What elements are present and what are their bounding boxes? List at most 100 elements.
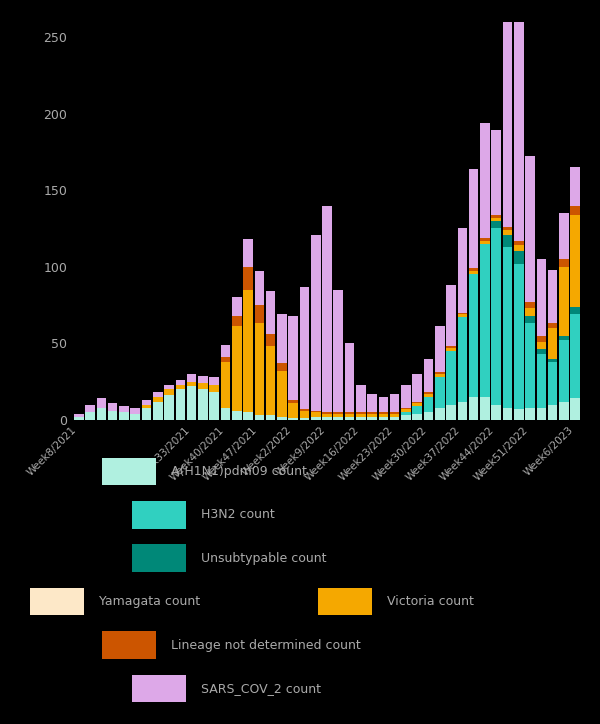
Bar bbox=[356, 412, 365, 414]
Bar bbox=[322, 206, 332, 412]
Bar bbox=[412, 414, 422, 420]
Bar bbox=[401, 408, 411, 409]
Bar bbox=[289, 316, 298, 400]
Bar bbox=[322, 414, 332, 417]
Bar bbox=[424, 397, 433, 412]
Bar bbox=[299, 409, 309, 411]
Bar bbox=[491, 405, 501, 420]
Bar bbox=[299, 287, 309, 409]
Bar bbox=[299, 411, 309, 418]
Bar bbox=[390, 414, 400, 417]
Bar bbox=[379, 412, 388, 414]
Bar bbox=[243, 266, 253, 290]
Bar bbox=[548, 324, 557, 328]
Bar bbox=[379, 397, 388, 412]
Text: Yamagata count: Yamagata count bbox=[99, 595, 200, 608]
Bar bbox=[243, 412, 253, 420]
Bar bbox=[187, 374, 196, 382]
Bar bbox=[401, 409, 411, 412]
Bar bbox=[209, 384, 219, 392]
Bar bbox=[559, 340, 569, 402]
Bar bbox=[526, 308, 535, 316]
Bar bbox=[299, 418, 309, 420]
Bar bbox=[469, 269, 478, 272]
Bar bbox=[198, 383, 208, 390]
Bar bbox=[85, 405, 95, 412]
Bar bbox=[367, 394, 377, 412]
Bar bbox=[187, 382, 196, 386]
Bar bbox=[514, 251, 524, 264]
Bar bbox=[322, 412, 332, 414]
Bar bbox=[379, 414, 388, 417]
Bar bbox=[130, 408, 140, 414]
Bar bbox=[424, 394, 433, 397]
Text: SARS_COV_2 count: SARS_COV_2 count bbox=[201, 682, 321, 695]
Bar bbox=[446, 348, 456, 351]
Bar bbox=[367, 412, 377, 414]
Text: Lineage not determined count: Lineage not determined count bbox=[171, 639, 361, 652]
Bar bbox=[480, 244, 490, 397]
Bar bbox=[164, 395, 174, 420]
Bar bbox=[209, 377, 219, 384]
Bar bbox=[334, 412, 343, 414]
Bar bbox=[536, 342, 546, 350]
Bar bbox=[503, 230, 512, 235]
Bar bbox=[446, 405, 456, 420]
Bar bbox=[435, 408, 445, 420]
Bar bbox=[412, 406, 422, 414]
Bar bbox=[379, 417, 388, 420]
Bar bbox=[424, 412, 433, 420]
Bar bbox=[322, 417, 332, 420]
Bar bbox=[390, 417, 400, 420]
Bar bbox=[435, 327, 445, 372]
Bar bbox=[503, 0, 512, 227]
Bar bbox=[198, 390, 208, 420]
Bar bbox=[119, 412, 128, 420]
Bar bbox=[514, 409, 524, 420]
Bar bbox=[130, 414, 140, 420]
Bar bbox=[446, 285, 456, 346]
Bar bbox=[503, 227, 512, 230]
Bar bbox=[548, 362, 557, 405]
Bar bbox=[221, 357, 230, 362]
Bar bbox=[277, 363, 287, 371]
Bar bbox=[254, 416, 264, 420]
Bar bbox=[254, 324, 264, 416]
Bar bbox=[142, 405, 151, 408]
Bar bbox=[412, 402, 422, 403]
Bar bbox=[266, 291, 275, 334]
Bar bbox=[367, 414, 377, 417]
Bar bbox=[526, 156, 535, 302]
Bar bbox=[97, 398, 106, 408]
Bar bbox=[514, 0, 524, 240]
Bar bbox=[526, 302, 535, 308]
Bar bbox=[232, 298, 242, 316]
Bar bbox=[514, 264, 524, 409]
Bar bbox=[503, 235, 512, 247]
Bar bbox=[119, 406, 128, 412]
Bar bbox=[480, 237, 490, 240]
Bar bbox=[458, 313, 467, 314]
Bar bbox=[458, 402, 467, 420]
Bar bbox=[503, 408, 512, 420]
Bar bbox=[164, 384, 174, 390]
Bar bbox=[187, 386, 196, 420]
Bar bbox=[153, 392, 163, 397]
Bar bbox=[571, 167, 580, 206]
Bar bbox=[334, 414, 343, 417]
Bar bbox=[108, 403, 118, 411]
Bar bbox=[458, 229, 467, 313]
Bar bbox=[559, 266, 569, 336]
Bar bbox=[176, 380, 185, 384]
Bar bbox=[345, 417, 355, 420]
Bar bbox=[446, 351, 456, 405]
Bar bbox=[243, 290, 253, 412]
Bar bbox=[356, 384, 365, 412]
Bar bbox=[176, 390, 185, 420]
Bar bbox=[164, 390, 174, 395]
Bar bbox=[243, 239, 253, 266]
Bar bbox=[277, 417, 287, 420]
Bar bbox=[536, 259, 546, 336]
Bar bbox=[435, 372, 445, 374]
Bar bbox=[559, 336, 569, 340]
